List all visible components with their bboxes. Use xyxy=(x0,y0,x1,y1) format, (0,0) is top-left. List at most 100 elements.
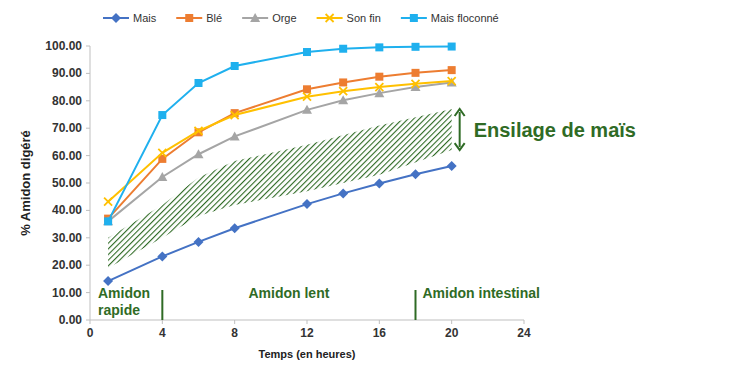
x-tick-label: 8 xyxy=(231,326,238,340)
x-tick xyxy=(90,320,91,324)
series-marker xyxy=(302,105,312,114)
legend-marker xyxy=(410,14,418,22)
series-marker xyxy=(411,169,421,179)
y-tick-label: 100.00 xyxy=(45,39,82,53)
y-tick xyxy=(86,73,90,74)
x-tick-label: 24 xyxy=(517,326,531,340)
x-tick-label: 12 xyxy=(300,326,314,340)
series-line xyxy=(108,81,452,202)
x-tick xyxy=(524,320,525,324)
legend-label: Mais xyxy=(133,12,157,24)
series-marker xyxy=(412,43,420,51)
series-marker xyxy=(104,217,112,225)
series-marker xyxy=(339,78,347,86)
series-marker xyxy=(104,198,112,206)
x-tick-label: 16 xyxy=(373,326,387,340)
chart: 0.00 10.00 20.00 30.00 40.00 50.00 60.00 70.00 8… xyxy=(0,0,739,380)
series-marker xyxy=(194,149,204,158)
y-tick xyxy=(86,155,90,156)
series-marker xyxy=(158,111,166,119)
series-line xyxy=(108,166,452,281)
y-tick xyxy=(86,320,90,321)
y-tick-label: 60.00 xyxy=(52,149,82,163)
legend-marker xyxy=(111,13,121,23)
y-tick xyxy=(86,265,90,266)
y-tick xyxy=(86,237,90,238)
series-marker xyxy=(375,43,383,51)
series-marker xyxy=(374,179,384,189)
band-area xyxy=(108,109,452,268)
phase-label: Amidonrapide xyxy=(98,285,150,318)
series-marker xyxy=(448,77,456,85)
arrow-head xyxy=(455,143,465,150)
y-tick-label: 80.00 xyxy=(52,94,82,108)
x-tick xyxy=(234,320,235,324)
y-tick xyxy=(86,292,90,293)
plot-area xyxy=(103,43,457,287)
series-marker xyxy=(339,87,347,95)
series-marker xyxy=(339,45,347,53)
series-marker xyxy=(303,93,311,101)
series-marker xyxy=(303,48,311,56)
y-tick-label: 90.00 xyxy=(52,66,82,80)
phase-divider xyxy=(415,290,417,320)
y-tick-label: 20.00 xyxy=(52,258,82,272)
series-marker xyxy=(157,251,167,261)
series-marker xyxy=(231,62,239,70)
legend-marker xyxy=(326,14,334,22)
y-tick-label: 50.00 xyxy=(52,176,82,190)
series-marker xyxy=(195,127,203,135)
series-marker xyxy=(448,66,456,74)
series-marker xyxy=(194,237,204,247)
phase-label: Amidon lent xyxy=(248,285,329,301)
y-tick-label: 10.00 xyxy=(52,286,82,300)
series-marker xyxy=(338,188,348,198)
series-marker xyxy=(302,199,312,209)
x-tick xyxy=(307,320,308,324)
series-marker xyxy=(447,161,457,171)
series-marker xyxy=(412,69,420,77)
series-marker xyxy=(158,149,166,157)
x-axis-label: Temps (en heures) xyxy=(259,348,356,360)
y-tick xyxy=(86,100,90,101)
y-axis-label: % Amidon digéré xyxy=(18,130,33,236)
series-marker xyxy=(412,80,420,88)
band-label: Ensilage de maïs xyxy=(474,119,636,141)
series-marker xyxy=(338,95,348,104)
y-tick-label: 40.00 xyxy=(52,203,82,217)
arrow-shaft xyxy=(459,112,461,147)
legend: MaisBléOrgeSon finMais floconné xyxy=(103,12,499,24)
y-tick-label: 0.00 xyxy=(59,313,83,327)
phase-divider xyxy=(161,290,163,320)
y-tick xyxy=(86,46,90,47)
legend-marker xyxy=(250,13,260,22)
series-line xyxy=(108,70,452,219)
series-marker xyxy=(303,85,311,93)
x-tick-label: 0 xyxy=(87,326,94,340)
legend-label: Orge xyxy=(272,12,296,24)
y-tick xyxy=(86,210,90,211)
legend-label: Son fin xyxy=(347,12,381,24)
series-marker xyxy=(103,216,113,225)
y-tick-label: 30.00 xyxy=(52,231,82,245)
y-tick xyxy=(86,128,90,129)
series-marker xyxy=(448,43,456,51)
series-marker xyxy=(195,79,203,87)
x-tick xyxy=(451,320,452,324)
x-tick-label: 4 xyxy=(159,326,166,340)
x-tick xyxy=(379,320,380,324)
x-tick-label: 20 xyxy=(445,326,459,340)
series-marker xyxy=(157,172,167,181)
legend-marker xyxy=(185,14,193,22)
legend-label: Mais floconné xyxy=(431,12,499,24)
series-marker xyxy=(375,83,383,91)
phase-label-line: Amidon xyxy=(98,285,150,301)
y-tick-label: 70.00 xyxy=(52,121,82,135)
y-tick xyxy=(86,183,90,184)
series-marker xyxy=(230,131,240,140)
arrow-head xyxy=(455,109,465,116)
series-marker xyxy=(375,73,383,81)
series-marker xyxy=(231,111,239,119)
phase-label: Amidon intestinal xyxy=(423,285,540,301)
series-marker xyxy=(230,223,240,233)
